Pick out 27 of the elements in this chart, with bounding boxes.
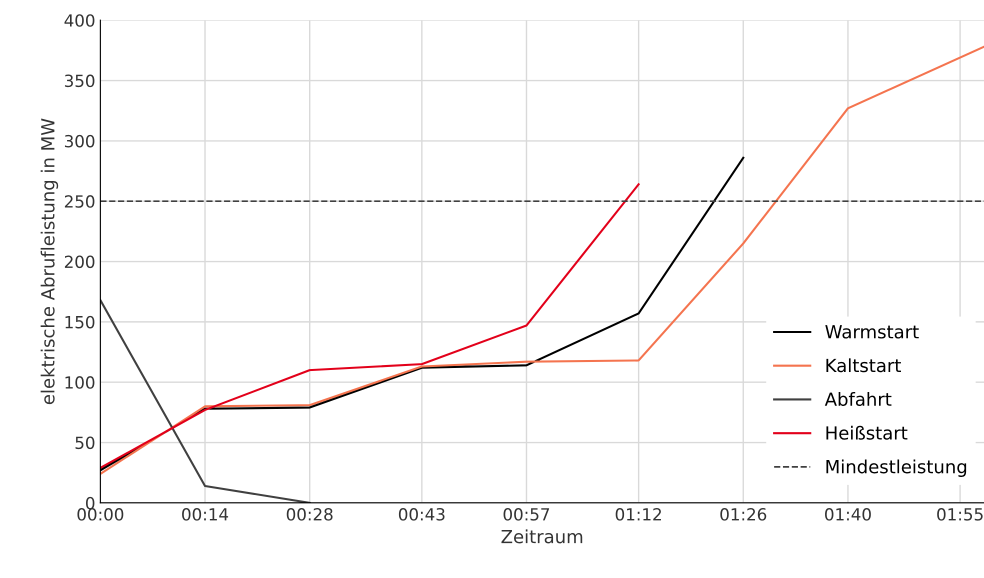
x-tick-label: 01:40 — [825, 508, 871, 521]
y-tick-label: 350 — [64, 74, 94, 88]
y-tick-label: 300 — [64, 134, 94, 148]
line-series — [100, 46, 984, 475]
legend-label: Kaltstart — [826, 358, 901, 372]
legend-label: Abfahrt — [824, 392, 892, 406]
x-tick-label: 00:43 — [398, 508, 445, 521]
x-tick-label: 01:55 — [937, 508, 983, 521]
line-series — [100, 183, 640, 469]
y-tick-label: 200 — [64, 256, 94, 268]
y-tick-label: 0 — [86, 496, 94, 510]
y-axis-title: elektrische Abrufleistung in MW — [40, 118, 58, 404]
y-tick-label: 400 — [64, 14, 94, 27]
y-tick-label: 150 — [66, 316, 94, 328]
x-tick-label: 00:14 — [182, 508, 228, 521]
legend-label: Warmstart — [825, 325, 919, 339]
x-axis-title: Zeitraum — [501, 529, 582, 544]
legend-label: Mindestleistung — [826, 459, 966, 477]
x-tick-label: 01:12 — [616, 508, 661, 521]
x-tick-label: 00:28 — [286, 508, 333, 521]
y-tick-label: 50 — [76, 436, 94, 450]
x-tick-label: 01:26 — [720, 508, 766, 521]
x-tick-label: 00:00 — [77, 508, 124, 521]
legend-label: Heißstart — [826, 426, 908, 440]
y-tick-label: 250 — [64, 195, 94, 208]
x-tick-label: 00:57 — [504, 508, 550, 521]
y-tick-label: 100 — [66, 376, 94, 389]
